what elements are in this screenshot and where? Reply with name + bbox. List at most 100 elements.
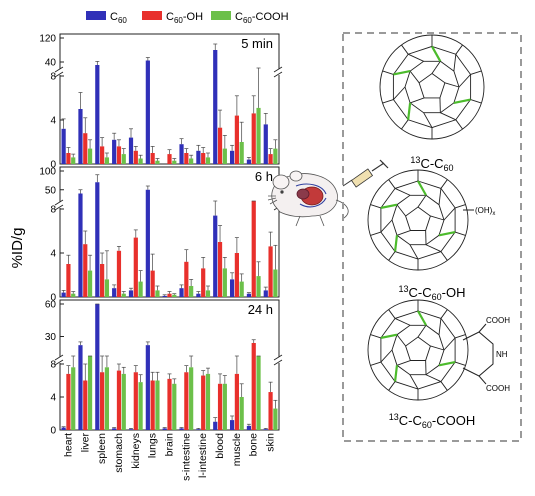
bar [133, 150, 138, 164]
bar [121, 373, 126, 430]
fullerene-bond [388, 381, 396, 391]
bar [201, 268, 206, 297]
bar [87, 148, 93, 164]
bar [61, 128, 66, 164]
bar [167, 378, 172, 430]
axis-break-mark [273, 71, 283, 78]
bar [112, 428, 117, 430]
labeled-carbon-bond [393, 70, 411, 76]
fullerene-bond [370, 204, 382, 209]
bar [234, 373, 239, 430]
y-tick-label: 50 [45, 185, 57, 196]
bar [251, 201, 256, 297]
labeled-carbon-bond [417, 310, 427, 326]
fullerene-bond [454, 361, 466, 366]
bar [213, 50, 218, 164]
y-tick-label: 120 [39, 34, 56, 45]
y-tick-label: 100 [39, 167, 56, 178]
bar [95, 304, 100, 430]
bar [138, 281, 143, 297]
bar [116, 146, 122, 164]
y-tick-label: 8 [50, 360, 56, 371]
bar [87, 356, 93, 430]
bar [251, 343, 256, 430]
bar [201, 375, 206, 430]
bar [246, 293, 252, 297]
y-tick-label: 8 [50, 72, 56, 83]
panel-frame [59, 33, 280, 165]
fullerene-bond [443, 337, 456, 351]
bar [78, 345, 83, 430]
category-label: blood [214, 433, 226, 459]
labeled-carbon-bond [431, 45, 442, 62]
labeled-carbon-bond [438, 230, 456, 237]
axis-break-mark [54, 71, 64, 78]
bar [116, 370, 122, 430]
bar [234, 253, 239, 297]
bar [184, 261, 189, 297]
bar [112, 288, 117, 297]
fullerene-bond [396, 230, 411, 236]
fullerene-bond [409, 70, 420, 84]
bar [95, 182, 100, 297]
fullerene-bond [425, 244, 442, 252]
bar [205, 157, 211, 164]
fullerene-bond [393, 86, 406, 100]
bar [196, 293, 201, 297]
fullerene-bond [394, 318, 411, 326]
category-labels: heart liver spleen stomach kidneys lungs brain… [62, 433, 276, 481]
bar [263, 429, 268, 430]
fullerene-bond [470, 70, 482, 75]
bar [61, 427, 66, 430]
fullerene-bond [438, 188, 442, 205]
bar [179, 144, 184, 164]
panel-1: 0 4 8 50 100 6 h [39, 166, 283, 304]
axis-break-mark [273, 354, 283, 361]
labeled-carbon-bond [407, 102, 412, 120]
molecule-panel [342, 32, 522, 442]
bar [229, 279, 235, 297]
bar [133, 237, 138, 297]
bar [128, 137, 134, 164]
bar [229, 150, 235, 164]
bar [273, 269, 278, 297]
syringe-illustration [342, 159, 389, 188]
bar [61, 292, 66, 297]
fullerene-bond [438, 318, 442, 335]
bar [251, 113, 256, 164]
bar [189, 367, 194, 430]
fullerene-bond [440, 309, 448, 319]
bar [246, 425, 252, 430]
bar [83, 133, 88, 164]
fullerene-center-pentagon [418, 72, 446, 99]
bar [256, 107, 261, 164]
fullerene-bond [380, 219, 393, 233]
fullerene-outline [379, 34, 485, 140]
bar [116, 250, 122, 297]
bar [87, 270, 93, 297]
bar [78, 109, 83, 164]
axis-break-gap [56, 69, 64, 75]
fullerene-c60-drawing [379, 34, 485, 140]
axis-break-gap [275, 69, 283, 75]
legend-swatch-c60 [86, 11, 106, 20]
bar [162, 295, 167, 297]
fullerene-bond [417, 195, 427, 208]
fullerene-bond [470, 99, 482, 104]
y-tick-label: 4 [50, 249, 56, 260]
axis-break-mark [54, 359, 64, 366]
bar [167, 154, 172, 164]
fullerene-bond [453, 54, 457, 72]
cooh-top-label: COOH [486, 316, 510, 325]
bar [239, 281, 244, 297]
bar [145, 189, 150, 297]
bar [112, 139, 117, 164]
labeled-carbon-bond [453, 98, 471, 104]
molecule-label-c60-cooh: 13C-C60-COOH [389, 412, 475, 430]
fullerene-bond [388, 179, 396, 189]
category-label: brain [164, 433, 176, 457]
bar [155, 160, 160, 164]
y-axis-label: %ID/g [9, 228, 26, 269]
category-label: heart [62, 433, 74, 457]
axis-break-gap [56, 357, 64, 363]
